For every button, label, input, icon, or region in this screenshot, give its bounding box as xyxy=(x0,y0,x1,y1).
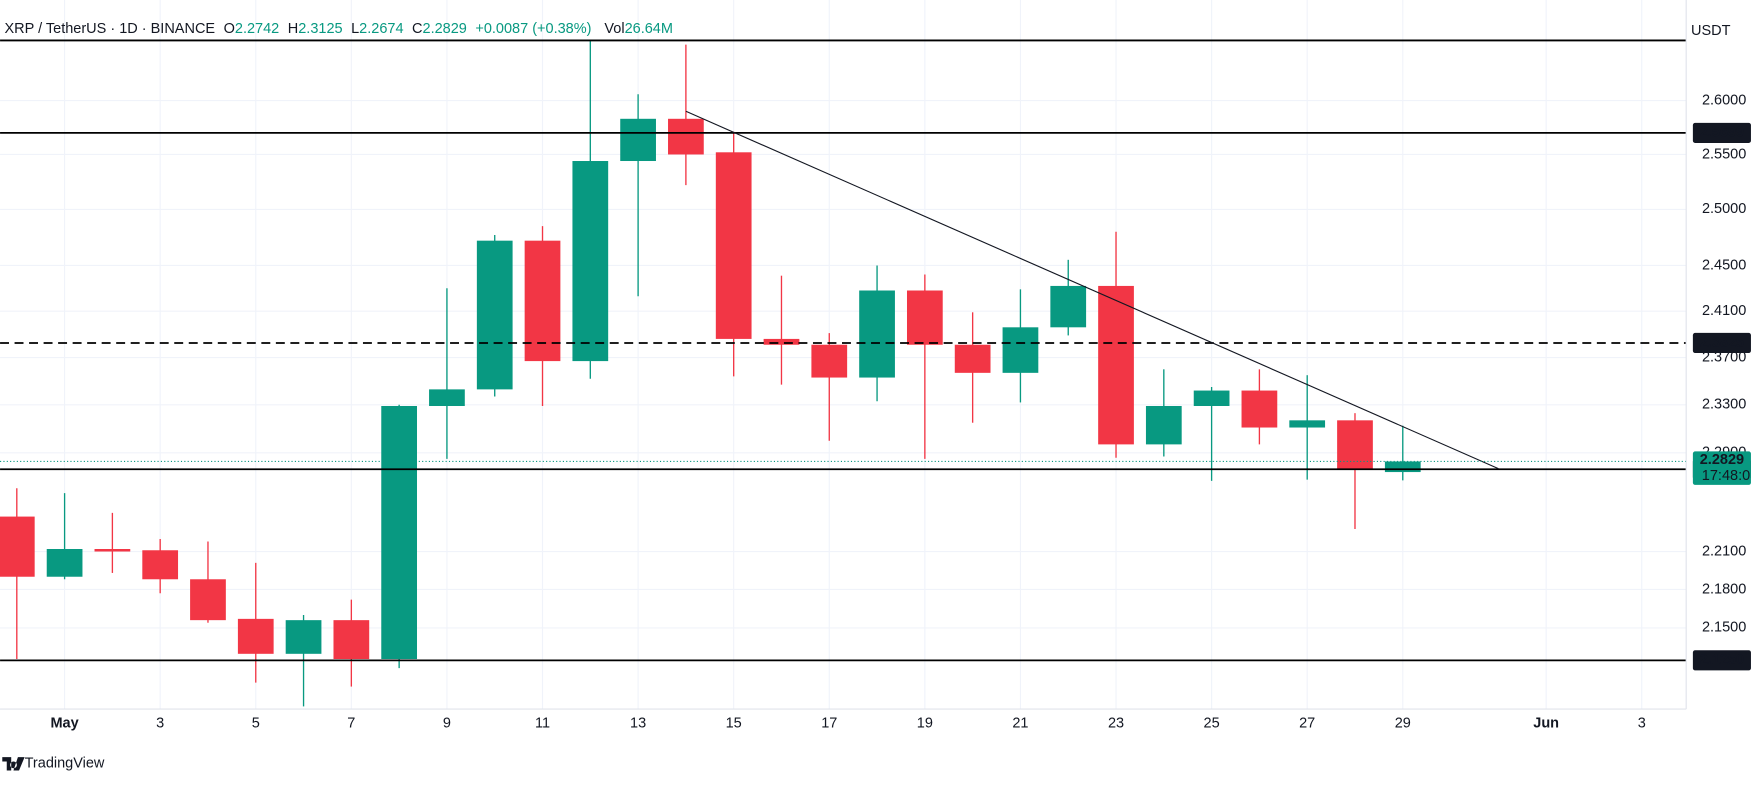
x-tick-label: 15 xyxy=(726,715,742,731)
close-value: 2.2829 xyxy=(423,21,467,37)
candle-body xyxy=(476,240,513,390)
candle-body xyxy=(1098,285,1134,445)
price-label-box xyxy=(1692,332,1751,354)
price-label-box xyxy=(1692,650,1751,671)
currency-box xyxy=(1688,15,1749,47)
y-tick-label: 2.4500 xyxy=(1702,257,1746,273)
last-price-label: 2.2829 xyxy=(1700,452,1744,468)
candle-body xyxy=(859,290,895,378)
high-value: 2.3125 xyxy=(298,21,342,37)
candle-body xyxy=(1337,420,1373,470)
y-tick-label: 2.5000 xyxy=(1702,201,1746,217)
x-tick-label: 25 xyxy=(1204,715,1220,731)
price-label: 2.3825 xyxy=(1700,335,1744,351)
x-tick-label: 7 xyxy=(347,715,355,731)
x-tick-label: 21 xyxy=(1012,715,1028,731)
x-tick-label: 27 xyxy=(1299,715,1315,731)
x-tick-label: 3 xyxy=(156,715,164,731)
x-tick-label: 5 xyxy=(252,715,260,731)
countdown-label: 17:48:0 xyxy=(1702,468,1750,484)
y-tick-label: 2.2100 xyxy=(1702,543,1746,559)
candle-body xyxy=(333,620,370,660)
x-tick-label: 3 xyxy=(1638,715,1646,731)
low-label: L xyxy=(351,21,359,37)
x-tick-label: 11 xyxy=(535,715,550,731)
y-tick-label: 2.3300 xyxy=(1702,397,1746,413)
y-tick-label: 2.5500 xyxy=(1702,146,1746,162)
candle-body xyxy=(1241,390,1278,428)
candle-body xyxy=(572,161,609,362)
trendline xyxy=(685,110,1499,470)
volume-label: Vol xyxy=(604,21,624,37)
price-label: 2.5699 xyxy=(1700,125,1744,141)
candle-body xyxy=(668,118,704,155)
candle-body xyxy=(1050,285,1087,328)
candle-body xyxy=(1384,461,1421,473)
open-label: O xyxy=(224,21,235,37)
y-tick-label: 2.4100 xyxy=(1702,303,1746,319)
x-tick-label: May xyxy=(50,715,78,731)
candle-body xyxy=(429,389,465,406)
candle-body xyxy=(0,516,35,577)
currency: USDT xyxy=(1691,23,1731,39)
candle-body xyxy=(811,344,848,378)
x-tick-label: 17 xyxy=(821,715,837,731)
x-tick-label: Jun xyxy=(1533,715,1559,731)
low-value: 2.2674 xyxy=(359,21,403,37)
x-tick-label: 19 xyxy=(917,715,933,731)
high-label: H xyxy=(288,21,298,37)
open-value: 2.2742 xyxy=(235,21,279,37)
candle-body xyxy=(954,344,991,373)
candle-body xyxy=(524,240,561,362)
candle-body xyxy=(1002,327,1039,373)
candle-body xyxy=(94,549,131,552)
candle-body xyxy=(381,405,418,660)
candle-body xyxy=(1193,390,1230,406)
candle-body xyxy=(46,549,83,577)
candle-body xyxy=(1289,420,1326,428)
brand-logo xyxy=(2,757,25,771)
last-price-box xyxy=(1692,451,1751,485)
change: +0.0087 (+0.38%) xyxy=(475,21,591,37)
ohlc-legend: XRP / TetherUS · 1D · BINANCE O2.2742 H2… xyxy=(5,21,673,37)
close-label: C xyxy=(412,21,422,37)
candle-body xyxy=(763,338,800,345)
y-tick-label: 2.1800 xyxy=(1702,581,1746,597)
price-label: 2.1250 xyxy=(1700,652,1744,668)
candle-body xyxy=(906,290,943,345)
brand: TradingView xyxy=(25,756,105,772)
candle-body xyxy=(142,550,179,580)
candle-body xyxy=(285,620,322,654)
candle-body xyxy=(190,579,226,621)
x-tick-label: 13 xyxy=(630,715,646,731)
candle-body xyxy=(1145,405,1182,445)
volume-value: 26.64M xyxy=(625,21,673,37)
price-label-box xyxy=(1692,122,1751,143)
symbol: XRP / TetherUS · 1D · BINANCE xyxy=(5,21,216,37)
candle-body xyxy=(715,152,752,339)
x-tick-label: 9 xyxy=(443,715,451,731)
y-tick-label: 2.1500 xyxy=(1702,620,1746,636)
candle-body xyxy=(620,118,656,162)
y-tick-label: 2.3700 xyxy=(1702,349,1746,365)
candle-body xyxy=(237,618,274,654)
x-tick-label: 29 xyxy=(1395,715,1411,731)
x-tick-label: 23 xyxy=(1108,715,1124,731)
y-tick-label: 2.6000 xyxy=(1702,92,1746,108)
